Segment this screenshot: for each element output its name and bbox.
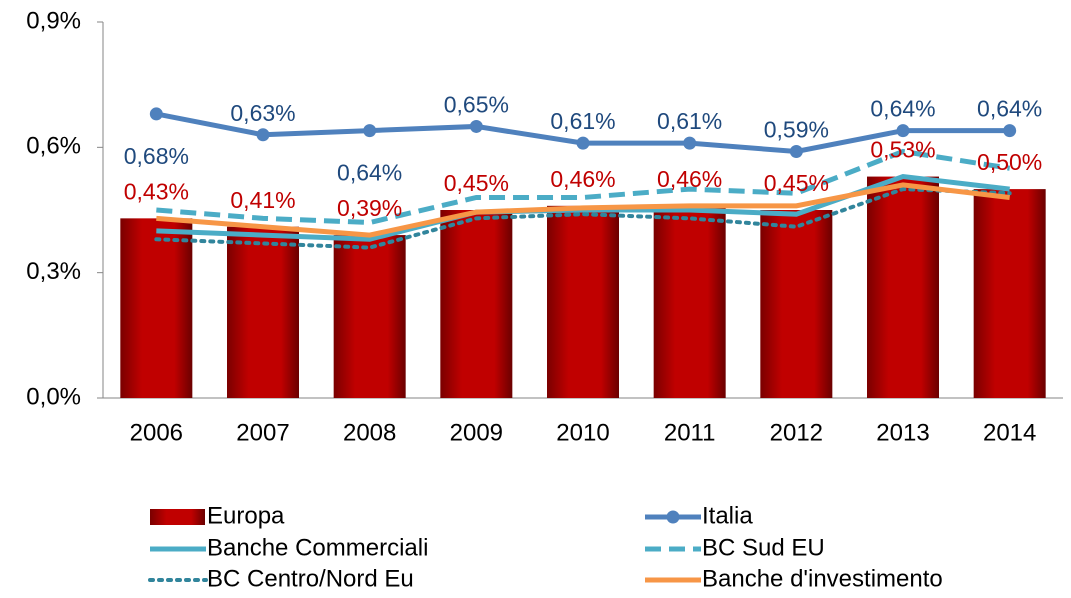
data-label: 0,64% xyxy=(977,96,1042,122)
data-label: 0,39% xyxy=(337,195,402,221)
x-tick-label: 2006 xyxy=(130,419,183,446)
data-label: 0,68% xyxy=(124,143,189,169)
bar xyxy=(653,205,726,398)
bar xyxy=(547,205,619,398)
data-label: 0,45% xyxy=(444,170,509,196)
bar xyxy=(333,235,406,398)
line-series xyxy=(156,182,1010,238)
bar xyxy=(973,189,1046,398)
legend-label: BC Centro/Nord Eu xyxy=(207,565,414,592)
data-label: 0,65% xyxy=(444,92,509,118)
data-label: 0,46% xyxy=(657,166,722,192)
line-marker xyxy=(1003,124,1017,138)
y-tick-label: 0,6% xyxy=(26,133,81,160)
x-tick-label: 2007 xyxy=(236,419,289,446)
x-tick-label: 2013 xyxy=(876,419,929,446)
legend-label: Italia xyxy=(702,502,753,529)
x-tick-label: 2014 xyxy=(983,419,1036,446)
legend-swatch xyxy=(150,509,205,525)
data-label: 0,45% xyxy=(764,170,829,196)
line-series xyxy=(156,148,1011,226)
x-tick-label: 2009 xyxy=(450,419,503,446)
line-marker xyxy=(149,107,163,121)
y-tick-label: 0,3% xyxy=(26,258,81,285)
legend-label: BC Sud EU xyxy=(702,534,825,561)
y-tick-label: 0,0% xyxy=(26,383,81,410)
data-label: 0,64% xyxy=(337,160,402,186)
legend-label: Europa xyxy=(207,502,285,529)
line-marker xyxy=(469,119,483,133)
data-label: 0,43% xyxy=(124,178,189,204)
bar xyxy=(227,226,299,398)
data-label: 0,41% xyxy=(230,187,295,213)
data-label: 0,50% xyxy=(977,149,1042,175)
legend-label: Banche d'investimento xyxy=(702,565,943,592)
bar xyxy=(440,210,513,398)
legend-label: Banche Commerciali xyxy=(207,534,428,561)
x-tick-label: 2011 xyxy=(664,419,716,446)
x-tick-label: 2008 xyxy=(343,419,396,446)
bar xyxy=(760,210,833,398)
legend-marker xyxy=(666,510,680,524)
x-tick-label: 2010 xyxy=(556,419,609,446)
line-marker xyxy=(363,124,377,138)
line-marker xyxy=(576,136,590,150)
line-marker xyxy=(896,124,910,138)
line-marker xyxy=(789,145,803,159)
line-marker xyxy=(256,128,270,142)
data-label: 0,46% xyxy=(550,166,615,192)
x-tick-label: 2012 xyxy=(770,419,823,446)
data-label: 0,64% xyxy=(870,96,935,122)
line-series xyxy=(154,187,1012,250)
data-label: 0,59% xyxy=(764,117,829,143)
bar xyxy=(120,218,193,398)
y-tick-label: 0,9% xyxy=(26,7,81,34)
data-label: 0,63% xyxy=(230,100,295,126)
bar xyxy=(867,176,939,398)
data-label: 0,61% xyxy=(550,108,615,134)
line-marker xyxy=(683,136,697,150)
data-label: 0,61% xyxy=(657,108,722,134)
data-label: 0,53% xyxy=(870,137,935,163)
